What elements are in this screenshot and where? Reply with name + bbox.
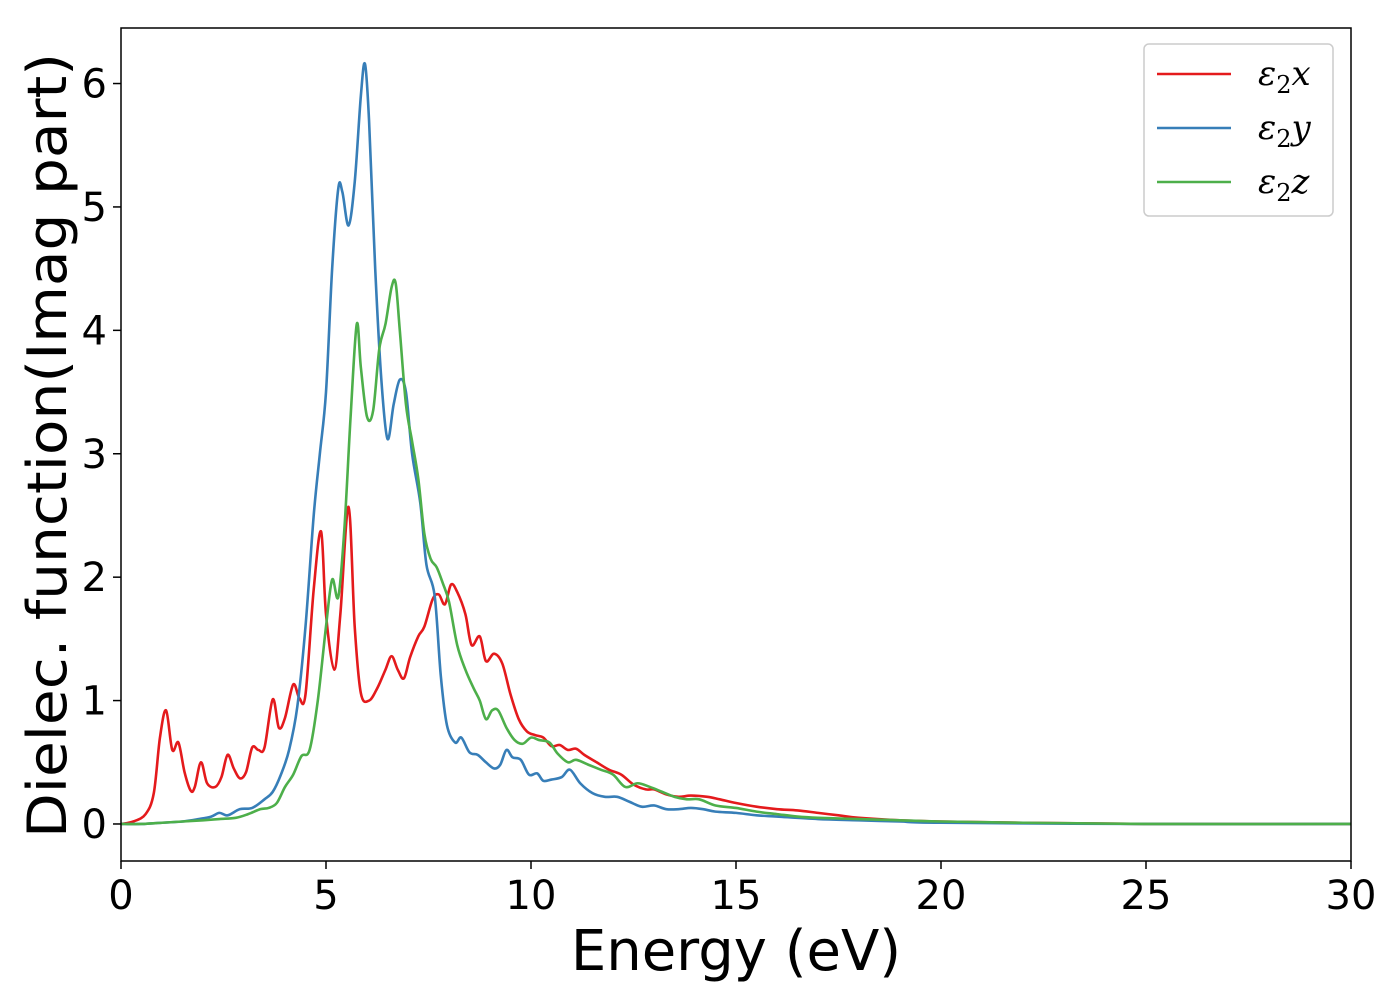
y-tick-label: 3 — [82, 432, 107, 478]
y-tick-label: 5 — [82, 185, 107, 231]
legend-label-z: ε2z — [1258, 162, 1311, 207]
y-axis-ticks: 0 1 2 3 4 5 6 — [82, 62, 121, 848]
legend: ε2x ε2y ε2z — [1143, 43, 1334, 217]
x-tick-label: 10 — [506, 873, 557, 919]
series-line-x — [121, 505, 1351, 826]
y-tick-label: 6 — [82, 62, 107, 108]
x-axis-title: Energy (eV) — [571, 919, 901, 984]
series-line-z — [121, 278, 1351, 826]
y-tick-label: 4 — [82, 308, 107, 354]
x-tick-label: 20 — [916, 873, 967, 919]
x-axis-ticks: 0 5 10 15 20 25 30 — [108, 861, 1376, 919]
x-tick-label: 0 — [108, 873, 133, 919]
x-tick-label: 15 — [711, 873, 762, 919]
y-axis-title: Dielec. function(Imag part) — [16, 53, 79, 838]
x-tick-label: 5 — [313, 873, 338, 919]
y-tick-label: 1 — [82, 679, 107, 725]
legend-label-x: ε2x — [1258, 54, 1311, 99]
x-tick-label: 30 — [1326, 873, 1377, 919]
plot-lines — [121, 61, 1351, 826]
legend-box — [1143, 43, 1334, 217]
y-tick-label: 2 — [82, 555, 107, 601]
y-tick-label: 0 — [82, 802, 107, 848]
series-line-y — [121, 61, 1351, 826]
legend-label-y: ε2y — [1258, 108, 1312, 153]
x-tick-label: 25 — [1121, 873, 1172, 919]
